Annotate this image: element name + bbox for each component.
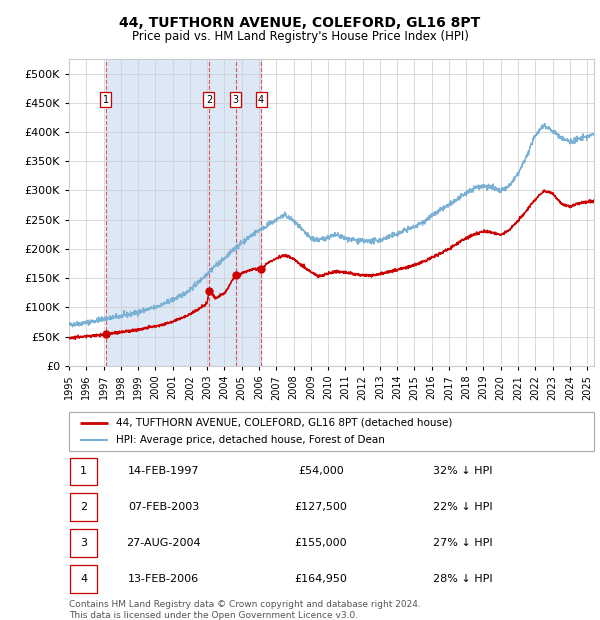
Text: 44, TUFTHORN AVENUE, COLEFORD, GL16 8PT: 44, TUFTHORN AVENUE, COLEFORD, GL16 8PT [119,16,481,30]
Text: 27% ↓ HPI: 27% ↓ HPI [433,538,493,548]
Text: 4: 4 [80,574,87,584]
Text: 44, TUFTHORN AVENUE, COLEFORD, GL16 8PT (detached house): 44, TUFTHORN AVENUE, COLEFORD, GL16 8PT … [116,418,452,428]
Text: £164,950: £164,950 [295,574,347,584]
Text: 27-AUG-2004: 27-AUG-2004 [126,538,201,548]
Text: 2: 2 [206,95,212,105]
Text: 3: 3 [80,538,87,548]
Text: 07-FEB-2003: 07-FEB-2003 [128,502,199,512]
Text: 14-FEB-1997: 14-FEB-1997 [128,466,199,476]
Text: 1: 1 [80,466,87,476]
Text: 28% ↓ HPI: 28% ↓ HPI [433,574,493,584]
Bar [106,59,261,366]
Text: Contains HM Land Registry data © Crown copyright and database right 2024.
This d: Contains HM Land Registry data © Crown c… [69,600,421,619]
Text: £54,000: £54,000 [298,466,344,476]
Text: 22% ↓ HPI: 22% ↓ HPI [433,502,493,512]
Text: 13-FEB-2006: 13-FEB-2006 [128,574,199,584]
Bar [70,529,97,557]
Text: 2: 2 [80,502,87,512]
Bar [70,494,97,521]
Text: 3: 3 [233,95,239,105]
Text: 32% ↓ HPI: 32% ↓ HPI [433,466,493,476]
Text: Price paid vs. HM Land Registry's House Price Index (HPI): Price paid vs. HM Land Registry's House … [131,30,469,43]
Text: £155,000: £155,000 [295,538,347,548]
Text: HPI: Average price, detached house, Forest of Dean: HPI: Average price, detached house, Fore… [116,435,385,445]
Bar [70,565,97,593]
Text: 4: 4 [258,95,264,105]
Text: 1: 1 [103,95,109,105]
Bar [70,458,97,485]
Text: £127,500: £127,500 [295,502,347,512]
